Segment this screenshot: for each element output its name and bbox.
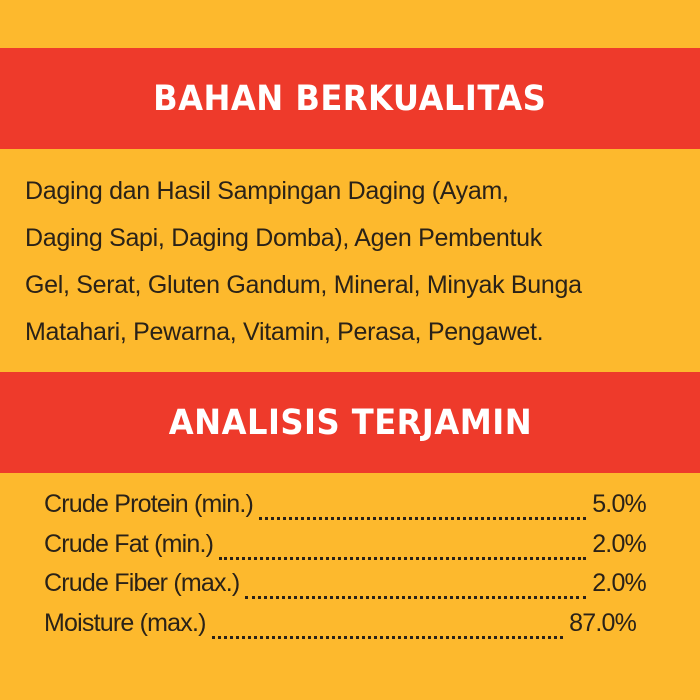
analysis-label: Moisture (max.) [44,608,206,637]
analysis-label: Crude Fiber (max.) [44,569,240,597]
analysis-label: Crude Fat (min.) [44,529,214,558]
analysis-title: ANALISIS TERJAMIN [168,402,532,443]
analysis-row: Moisture (max.) 87.0% [44,608,637,649]
ingredients-header-band: BAHAN BERKUALITAS [0,48,700,149]
ingredients-line: Matahari, Pewarna, Vitamin, Perasa, Peng… [25,318,544,346]
analysis-value: 5.0% [592,490,647,518]
analysis-row: Crude Fat (min.) 2.0% [44,529,647,570]
dot-leader [259,517,587,521]
analysis-table: Crude Protein (min.) 5.0% Crude Fat (min… [44,490,647,649]
analysis-value: 2.0% [592,529,647,558]
dot-leader [211,635,564,639]
dot-leader [219,556,587,560]
ingredients-line: Gel, Serat, Gluten Gandum, Mineral, Miny… [25,271,582,299]
analysis-row: Crude Protein (min.) 5.0% [44,490,647,530]
ingredients-line: Daging Sapi, Daging Domba), Agen Pembent… [25,224,542,252]
analysis-label: Crude Protein (min.) [44,490,254,518]
analysis-row: Crude Fiber (max.) 2.0% [44,569,647,609]
ingredients-line: Daging dan Hasil Sampingan Daging (Ayam, [25,177,509,205]
ingredients-title: BAHAN BERKUALITAS [153,78,547,119]
dot-leader [245,596,587,600]
analysis-value: 87.0% [569,608,637,637]
analysis-value: 2.0% [592,569,647,597]
ingredients-list: Daging dan Hasil Sampingan Daging (Ayam,… [25,168,695,356]
analysis-header-band: ANALISIS TERJAMIN [0,372,700,473]
